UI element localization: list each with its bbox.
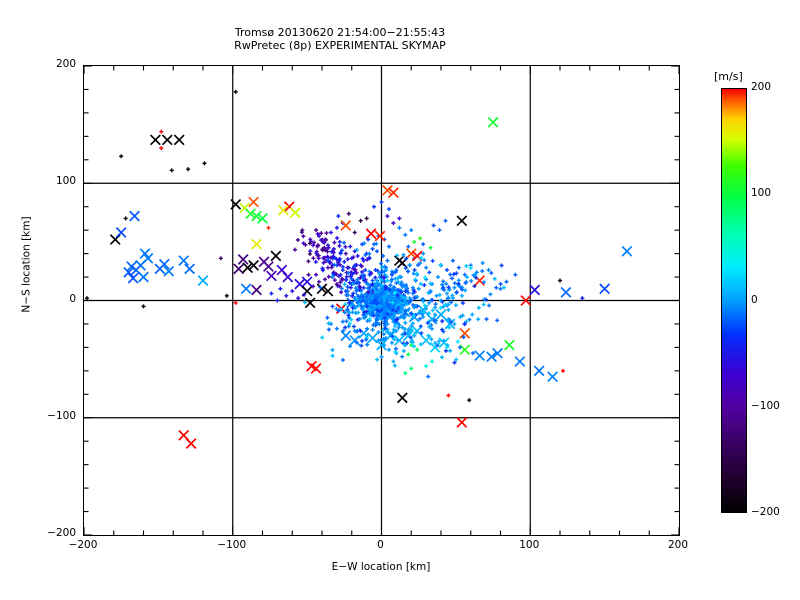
colorbar-tick-0: 200 [751, 81, 772, 93]
x-axis-label: E−W location [km] [331, 561, 431, 573]
title-line-1: Tromsø 20130620 21:54:00−21:55:43 [234, 26, 446, 39]
colorbar-gradient [721, 88, 747, 513]
plot-area [83, 65, 680, 536]
y-axis-label: N−S location [km] [20, 216, 33, 313]
x-tick-3: 100 [519, 539, 540, 551]
colorbar-tick-1: 100 [751, 187, 772, 200]
minor-ticks [84, 66, 679, 535]
colorbar-tick-2: 0 [751, 293, 758, 306]
y-tick-1: 100 [55, 175, 76, 188]
y-tick-3: −100 [47, 409, 76, 422]
x-tick-4: 200 [667, 539, 689, 551]
y-axis-label-wrapper: N−S location [km] [15, 175, 34, 355]
y-tick-0: 200 [55, 58, 76, 70]
x-tick-1: −100 [217, 539, 247, 551]
colorbar [721, 88, 747, 513]
major-ticks [84, 66, 679, 535]
scatter-svg [84, 66, 679, 535]
colorbar-tick-3: −100 [751, 399, 780, 412]
plot-title: Tromsø 20130620 21:54:00−21:55:43 RwPret… [0, 26, 680, 52]
data-markers [84, 89, 633, 449]
x-tick-0: −200 [68, 539, 98, 551]
y-tick-4: −200 [47, 527, 76, 539]
title-line-2: RwPretec (8p) EXPERIMENTAL SKYMAP [234, 39, 446, 52]
x-tick-2: 0 [377, 539, 384, 551]
colorbar-unit-label: [m/s] [714, 70, 743, 83]
y-tick-2: 0 [69, 292, 76, 305]
colorbar-tick-4: −200 [751, 506, 780, 518]
